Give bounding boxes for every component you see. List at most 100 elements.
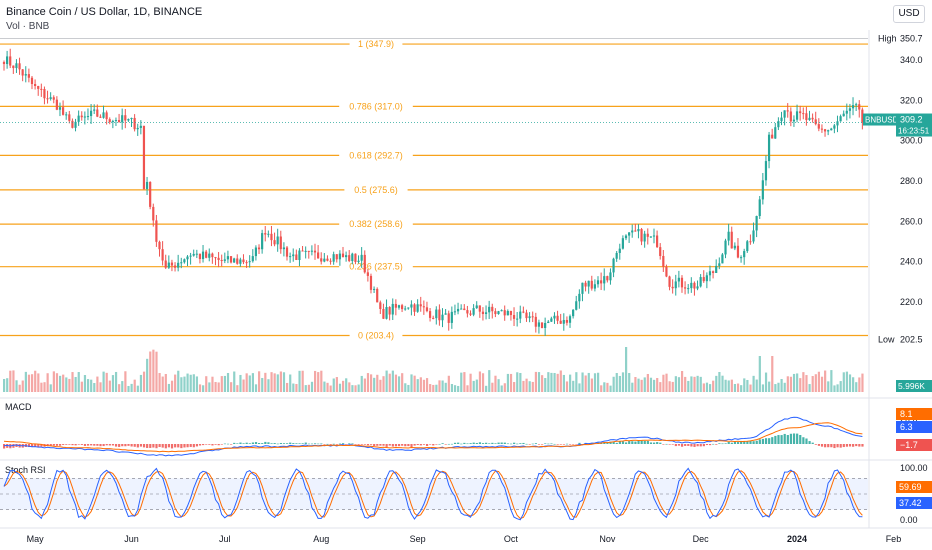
volume-bar [690, 376, 693, 392]
price-tick-label: 320.0 [900, 95, 923, 105]
macd-histogram-bar [248, 443, 251, 444]
candle-body [348, 255, 351, 262]
candle-body [699, 277, 702, 287]
macd-histogram-bar [435, 444, 438, 445]
price-tick-label: 340.0 [900, 55, 923, 65]
candle-body [817, 124, 820, 129]
macd-histogram-bar [556, 444, 559, 445]
volume-bar [469, 373, 472, 392]
candle-body [108, 119, 111, 123]
volume-bar [90, 379, 93, 392]
volume-bar [506, 373, 510, 392]
volume-bar [438, 380, 441, 392]
currency-button[interactable]: USD [893, 5, 925, 23]
volume-bar [715, 375, 718, 392]
fibonacci-retracement: 1 (347.9) 0.786 (317.0) 0.618 (292.7) 0.5 (… [0, 38, 868, 341]
time-axis-label: Feb [886, 534, 902, 544]
volume-bar [746, 379, 749, 392]
macd-histogram-bar [83, 444, 87, 446]
macd-histogram-bar [251, 442, 254, 444]
candle-body [357, 260, 360, 262]
macd-histogram-bar [646, 440, 649, 444]
volume-bar [572, 380, 575, 392]
candle-body [488, 306, 491, 313]
macd-histogram-bar [341, 443, 345, 444]
volume-bar [485, 385, 488, 392]
candle-body [267, 233, 270, 235]
volume-bar [578, 383, 581, 392]
macd-histogram-bar [86, 444, 90, 446]
candle-body [494, 311, 497, 315]
volume-bar [292, 383, 295, 392]
candle-body [842, 113, 845, 117]
candle-body [432, 317, 435, 319]
candle-body [839, 116, 842, 122]
candle-body [786, 110, 789, 112]
volume-bar [453, 385, 457, 392]
macd-histogram-bar [833, 444, 836, 449]
macd-histogram-bar [724, 443, 727, 444]
low-value: 202.5 [900, 334, 923, 344]
volume-bar [824, 370, 827, 392]
macd-histogram-bar [500, 442, 503, 444]
volume-bar [789, 376, 793, 392]
last-price: 309.2 [900, 115, 923, 125]
volume-bar [693, 376, 696, 392]
macd-histogram-bar [746, 440, 749, 444]
candle-body [705, 275, 708, 282]
macd-histogram-bar [289, 442, 292, 444]
candle-body [155, 220, 158, 242]
macd-histogram-bar [404, 444, 407, 447]
macd-histogram-bar [783, 433, 786, 444]
volume-bar [615, 373, 618, 392]
candle-body [472, 308, 475, 315]
volume-bar [248, 375, 251, 392]
volume-bar [279, 371, 282, 392]
volume-bar [202, 385, 205, 392]
candle-body [233, 258, 236, 263]
candle-body [783, 110, 786, 118]
macd-histogram-bar [693, 444, 696, 447]
candle-body [428, 311, 432, 318]
candle-body [537, 322, 541, 327]
candle-body [71, 120, 74, 128]
price-tick-label: 260.0 [900, 216, 923, 226]
candle-body [170, 262, 174, 266]
volume-bar [404, 383, 407, 392]
candle-body [755, 216, 758, 231]
macd-histogram-bar [432, 444, 435, 446]
candle-body [559, 320, 562, 324]
macd-histogram-bar [820, 444, 824, 447]
candle-body [236, 258, 239, 264]
candle-body [652, 235, 656, 237]
macd-histogram-bar [528, 444, 531, 445]
macd-histogram-bar [708, 444, 712, 446]
fib-label-bg [339, 260, 413, 272]
macd-histogram-bar [220, 444, 223, 445]
candle-body [341, 253, 345, 258]
volume-bar [348, 382, 351, 392]
macd-histogram-bar [273, 443, 276, 444]
macd-histogram-bar [360, 444, 363, 445]
volume-bar [740, 385, 743, 392]
candle-body [727, 231, 730, 241]
candle-body [534, 316, 537, 327]
volume-bar [354, 385, 357, 392]
candle-body [385, 307, 388, 319]
macd-histogram-bar [338, 443, 342, 445]
stoch-tick-label: 0.00 [900, 515, 918, 525]
volume-bar [833, 385, 836, 392]
macd-histogram-bar [391, 444, 394, 447]
volume-bar [600, 385, 603, 392]
candle-body [671, 286, 674, 289]
candle-body [478, 305, 481, 312]
candle-body [851, 105, 855, 109]
macd-histogram-bar [410, 444, 413, 448]
candle-body [279, 236, 282, 250]
candle-body [587, 280, 590, 287]
volume-bar [634, 377, 637, 392]
macd-histogram-bar [858, 444, 861, 447]
macd-histogram-bar [615, 442, 618, 444]
macd-histogram-bar [541, 444, 544, 445]
